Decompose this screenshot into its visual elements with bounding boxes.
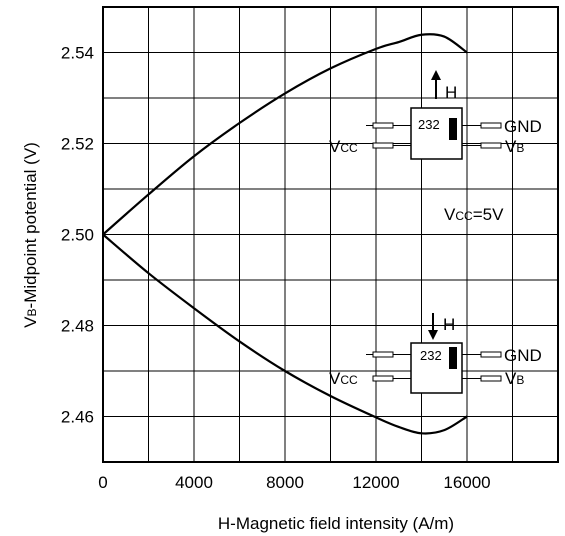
vb-label-bottom: VB — [505, 369, 524, 388]
top-field-label: H — [445, 83, 457, 102]
series-line-upper — [102, 33, 468, 236]
tick-labels: 0 4000 8000 12000 16000 2.54 2.52 2.50 2.48 2.46 — [61, 44, 491, 493]
supply-label: VCC=5V — [444, 205, 504, 224]
y-tick-label: 2.46 — [61, 408, 94, 427]
inset-bottom: H 232 GND VB VCC — [329, 313, 542, 394]
pin-top-left-2 — [372, 142, 394, 149]
x-tick-label: 0 — [98, 473, 107, 492]
bottom-field-label: H — [443, 315, 455, 334]
y-tick-label: 2.54 — [61, 44, 94, 63]
vb-label-top: VB — [505, 137, 524, 156]
arrow-up-head — [431, 70, 441, 80]
pin-bottom-right-2 — [480, 375, 502, 382]
arrow-down-head — [428, 330, 438, 340]
gnd-label-top: GND — [504, 117, 542, 136]
y-tick-label: 2.52 — [61, 135, 94, 154]
x-tick-label: 12000 — [352, 473, 399, 492]
pin-bottom-left-1 — [372, 351, 394, 358]
x-tick-label: 4000 — [175, 473, 213, 492]
chip-label-top: 232 — [418, 117, 440, 132]
pin-bottom-left-2 — [372, 375, 394, 382]
pin-top-right-2 — [480, 142, 502, 149]
pin-top-right-1 — [480, 122, 502, 129]
x-axis-label: H-Magnetic field intensity (A/m) — [218, 514, 454, 533]
gnd-label-bottom: GND — [504, 346, 542, 365]
grid — [103, 7, 558, 462]
vcc-label-top: VCC — [329, 137, 358, 156]
y-axis-label: VB-Midpoint potential (V) — [21, 142, 40, 328]
chip-label-bottom: 232 — [420, 348, 442, 363]
chip-mark-bottom — [449, 347, 457, 369]
pin-top-left-1 — [372, 122, 394, 129]
inset-top: H 232 GND VB VCC — [329, 70, 542, 160]
chip-mark-top — [449, 118, 457, 140]
pin-bottom-right-1 — [480, 351, 502, 358]
x-tick-label: 8000 — [266, 473, 304, 492]
series-group — [102, 33, 468, 435]
x-tick-label: 16000 — [443, 473, 490, 492]
y-tick-label: 2.48 — [61, 317, 94, 336]
series-line-lower — [102, 233, 468, 435]
y-tick-label: 2.50 — [61, 226, 94, 245]
vcc-label-bottom: VCC — [329, 369, 358, 388]
